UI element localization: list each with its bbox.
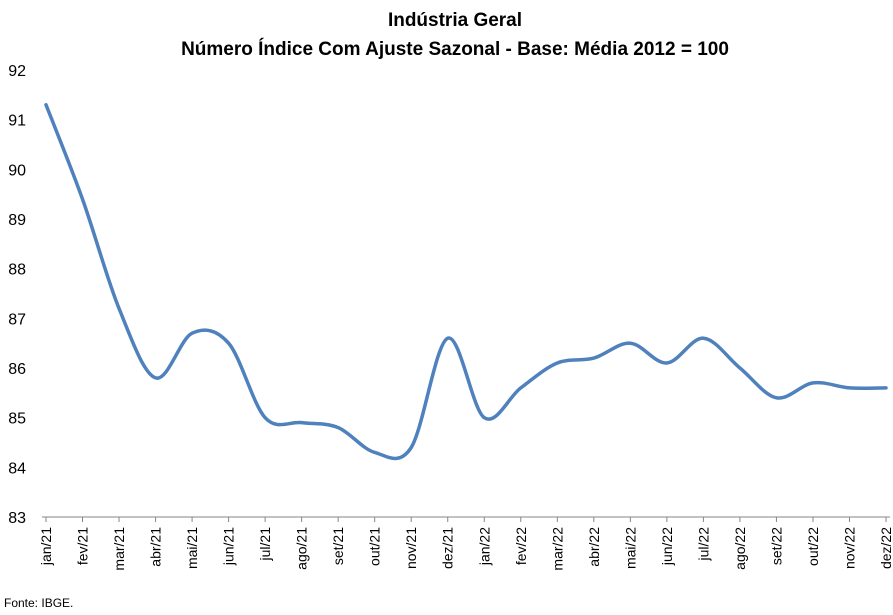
data-point	[263, 416, 267, 420]
x-tick-label: fev/21	[75, 527, 91, 565]
x-tick-label: jul/21	[257, 527, 273, 562]
data-point	[701, 336, 705, 340]
x-tick-label: ago/22	[732, 527, 748, 570]
x-tick-label: out/22	[805, 527, 821, 566]
x-tick-label: abr/22	[586, 527, 602, 567]
y-tick-label: 85	[8, 411, 26, 428]
chart-subtitle: Número Índice Com Ajuste Sazonal - Base:…	[181, 38, 729, 60]
x-tick-label: nov/21	[403, 527, 419, 569]
y-tick-label: 84	[8, 460, 26, 477]
data-point	[44, 103, 48, 107]
data-point	[628, 341, 632, 345]
x-tick-label: fev/22	[513, 527, 529, 565]
data-point	[227, 341, 231, 345]
x-tick-label: abr/21	[148, 527, 164, 567]
data-point	[154, 376, 158, 380]
x-tick-label: jan/22	[476, 527, 492, 566]
data-point	[300, 421, 304, 425]
series-line	[44, 103, 888, 461]
x-tick-label: mar/22	[549, 527, 565, 571]
data-point	[373, 450, 377, 454]
chart-title: Indústria Geral	[388, 10, 522, 31]
y-tick-label: 86	[8, 361, 26, 378]
y-tick-label: 87	[8, 311, 26, 328]
source-note: Fonte: IBGE.	[4, 596, 74, 610]
data-point	[592, 356, 596, 360]
data-point	[117, 306, 121, 310]
x-tick-label: dez/22	[878, 527, 893, 569]
x-tick-label: set/22	[768, 527, 784, 565]
data-point	[336, 426, 340, 430]
y-tick-label: 90	[8, 162, 26, 179]
data-point	[81, 197, 85, 201]
x-tick-label: jun/22	[659, 527, 675, 566]
x-tick-label: nov/22	[841, 527, 857, 569]
y-tick-label: 83	[8, 510, 26, 527]
x-tick-label: jun/21	[221, 527, 237, 566]
data-point	[738, 366, 742, 370]
data-point	[482, 416, 486, 420]
data-point	[555, 361, 559, 365]
x-tick-label: mai/22	[622, 527, 638, 569]
x-tick-label: out/21	[367, 527, 383, 566]
y-tick-label: 88	[8, 262, 26, 279]
x-tick-label: mai/21	[184, 527, 200, 569]
x-tick-label: ago/21	[294, 527, 310, 570]
x-tick-label: set/21	[330, 527, 346, 565]
data-point	[190, 331, 194, 335]
x-tick-label: mar/21	[111, 527, 127, 571]
x-tick-label: jul/22	[695, 527, 711, 562]
data-point	[884, 386, 888, 390]
y-axis: 83 84 85 86 87 88 89 90 91 92	[8, 63, 26, 527]
data-point	[519, 386, 523, 390]
x-tick-label: dez/21	[440, 527, 456, 569]
data-point	[409, 445, 413, 449]
y-tick-label: 92	[8, 63, 26, 80]
x-axis: jan/21 fev/21 mar/21 abr/21 mai/21 jun/21 jul/…	[38, 516, 893, 571]
data-point	[665, 361, 669, 365]
series-layer	[44, 103, 888, 461]
y-tick-label: 89	[8, 212, 26, 229]
data-point	[446, 336, 450, 340]
data-point	[847, 386, 851, 390]
x-tick-label: jan/21	[38, 527, 54, 566]
y-tick-label: 91	[8, 113, 26, 130]
data-point	[774, 396, 778, 400]
data-point	[811, 381, 815, 385]
